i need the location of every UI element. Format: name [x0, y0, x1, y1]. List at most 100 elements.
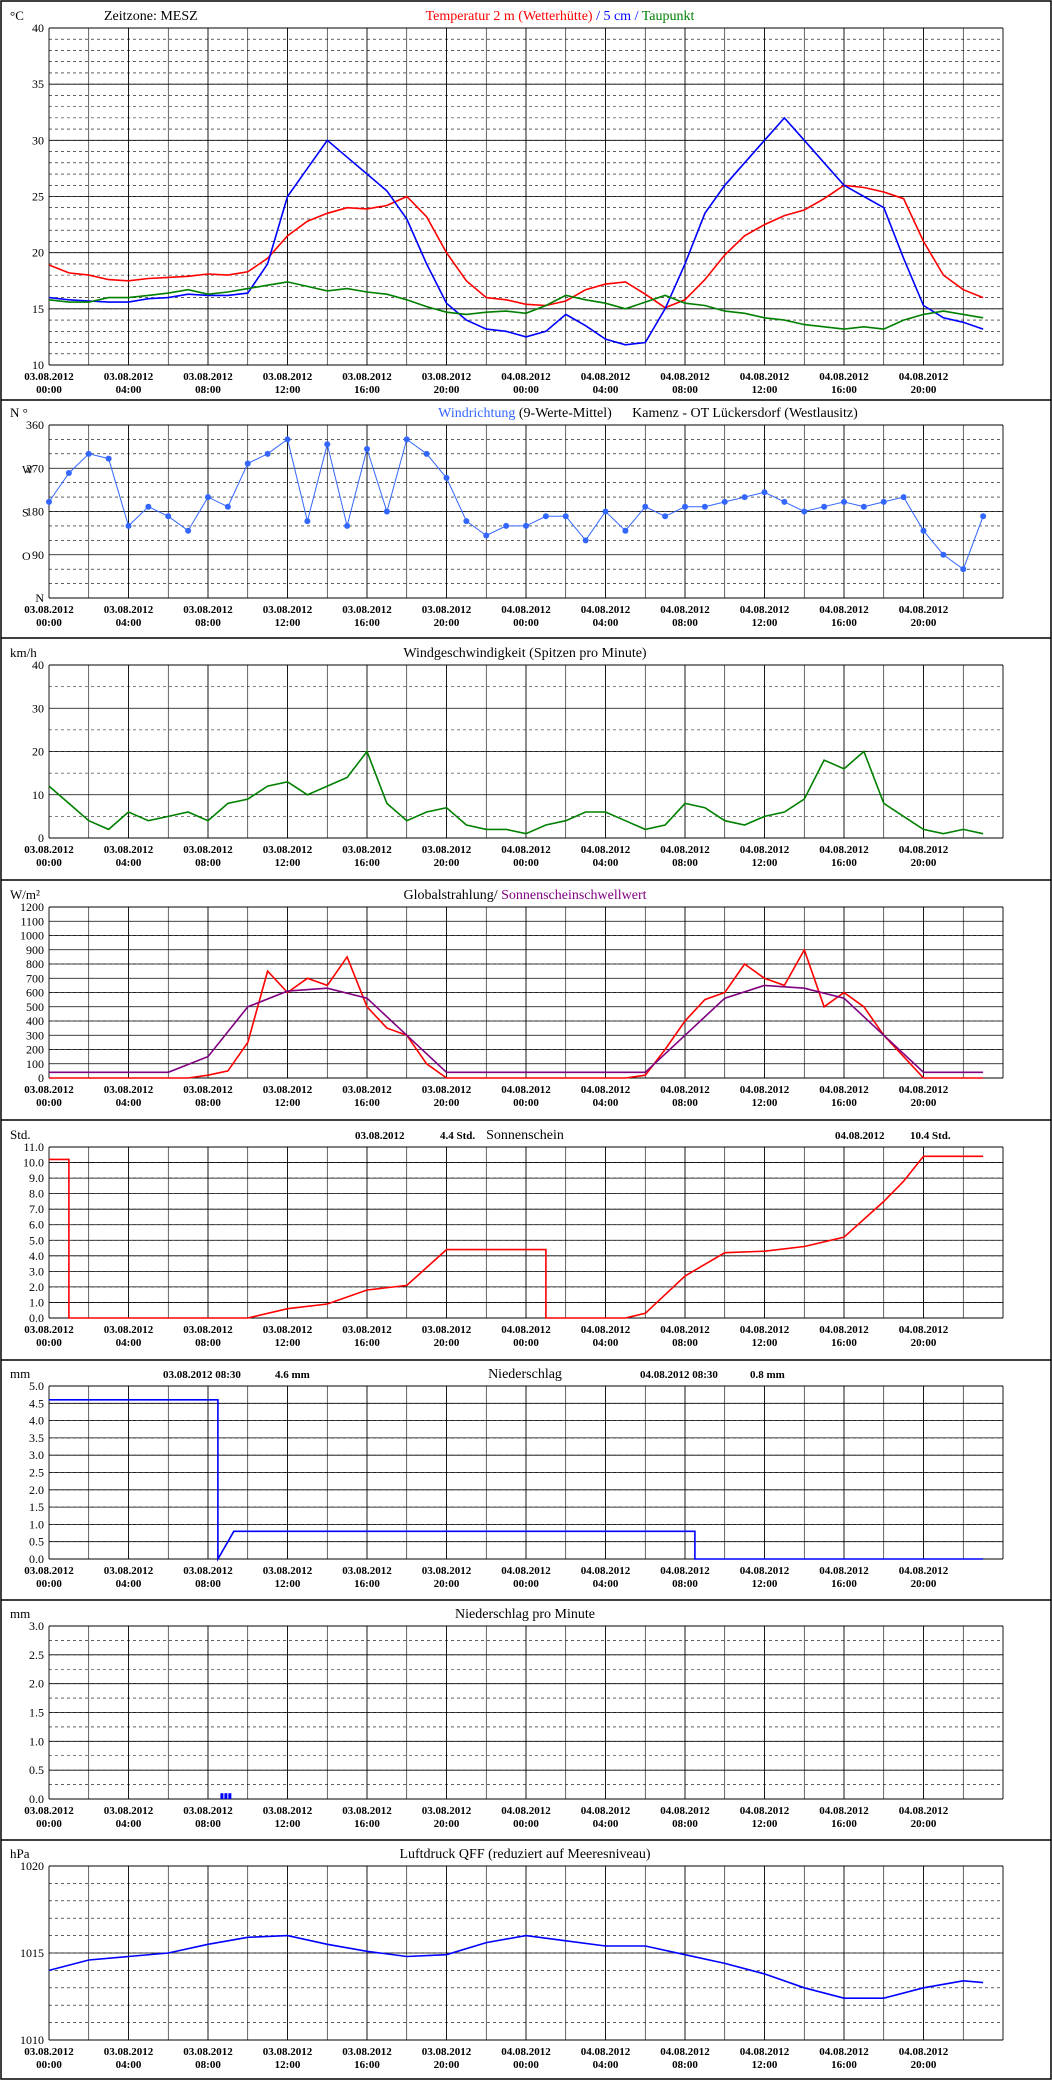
annotation-date: 03.08.2012 — [355, 1130, 405, 1142]
pressure-panel: 10101015102003.08.201200:0003.08.201204:… — [1, 1839, 1051, 2071]
x-tick-time: 08:00 — [672, 1578, 698, 1590]
title-part: / — [593, 9, 604, 24]
title-part: Luftdruck QFF (reduziert auf Meeresnivea… — [399, 1847, 650, 1862]
x-tick-date: 04.08.2012 — [501, 1084, 551, 1096]
unit-label: mm — [10, 1606, 30, 1621]
x-tick-date: 04.08.2012 — [740, 371, 790, 383]
y-tick-label: 4.5 — [29, 1396, 44, 1410]
x-tick-date: 03.08.2012 — [342, 1324, 392, 1336]
x-tick-date: 03.08.2012 — [183, 2046, 233, 2058]
y-tick-label: 8.0 — [29, 1187, 44, 1201]
y-tick-label: 1.5 — [29, 1706, 44, 1720]
y-tick-label: 11.0 — [23, 1140, 44, 1154]
x-tick-date: 04.08.2012 — [819, 1565, 869, 1577]
y-tick-label: 4.0 — [29, 1249, 44, 1263]
y-tick-label: 1010 — [20, 2033, 44, 2047]
x-tick-time: 08:00 — [195, 617, 221, 629]
x-tick-date: 04.08.2012 — [899, 844, 949, 856]
y-tick-label: 1020 — [20, 1859, 44, 1873]
y-tick-label: 3.5 — [29, 1431, 44, 1445]
x-tick-time: 08:00 — [672, 617, 698, 629]
x-tick-time: 12:00 — [275, 857, 301, 869]
chart-title: Globalstrahlung/ Sonnenscheinschwellwert — [403, 888, 646, 903]
y-tick-label: 270 — [26, 461, 44, 475]
y-tick-label: 0.0 — [29, 1792, 44, 1806]
x-tick-date: 04.08.2012 — [660, 1324, 710, 1336]
chart-title: Windgeschwindigkeit (Spitzen pro Minute) — [403, 646, 647, 661]
x-tick-time: 20:00 — [434, 617, 460, 629]
x-tick-time: 20:00 — [911, 1578, 937, 1590]
x-tick-date: 04.08.2012 — [740, 1805, 790, 1817]
x-tick-date: 04.08.2012 — [899, 2046, 949, 2058]
y-tick-label: 5.0 — [29, 1233, 44, 1247]
y-tick-label: 1.5 — [29, 1500, 44, 1514]
annotation-value: 10.4 Std. — [910, 1130, 951, 1142]
x-tick-time: 00:00 — [513, 1578, 539, 1590]
annotation-value: 4.4 Std. — [440, 1130, 475, 1142]
x-tick-time: 00:00 — [36, 1337, 62, 1349]
x-tick-date: 04.08.2012 — [501, 1324, 551, 1336]
annotation-date: 04.08.2012 — [835, 1130, 885, 1142]
x-tick-time: 04:00 — [593, 2059, 619, 2071]
series-line — [48, 749, 984, 835]
x-tick-date: 04.08.2012 — [740, 844, 790, 856]
wind-direction-line — [48, 438, 984, 570]
unit-label: mm — [10, 1366, 30, 1381]
x-tick-date: 04.08.2012 — [740, 2046, 790, 2058]
x-tick-date: 04.08.2012 — [819, 1324, 869, 1336]
x-tick-time: 16:00 — [354, 617, 380, 629]
annotation-value: 4.6 mm — [275, 1369, 310, 1381]
x-tick-date: 04.08.2012 — [581, 1805, 631, 1817]
annotation-date: 03.08.2012 08:30 — [163, 1369, 241, 1381]
x-tick-time: 04:00 — [593, 617, 619, 629]
x-tick-date: 03.08.2012 — [342, 844, 392, 856]
x-tick-time: 12:00 — [275, 1337, 301, 1349]
x-tick-time: 00:00 — [36, 1097, 62, 1109]
x-tick-time: 12:00 — [275, 2059, 301, 2071]
y-tick-label: 0.0 — [29, 1311, 44, 1325]
title-part: Temperatur 2 m (Wetterhütte) — [426, 9, 593, 24]
x-tick-date: 03.08.2012 — [104, 844, 154, 856]
chart-title: Sonnenschein — [486, 1128, 564, 1143]
x-tick-time: 20:00 — [434, 1818, 460, 1830]
chart-title: Windrichtung (9-Werte-Mittel) — [438, 406, 612, 421]
x-tick-date: 03.08.2012 — [263, 1805, 313, 1817]
x-tick-date: 04.08.2012 — [581, 371, 631, 383]
title-part: (9-Werte-Mittel) — [515, 406, 612, 421]
y-tick-label: 40 — [32, 21, 44, 35]
x-tick-time: 04:00 — [593, 1818, 619, 1830]
y-tick-label: 3.0 — [29, 1619, 44, 1633]
x-tick-time: 04:00 — [593, 384, 619, 396]
x-tick-date: 03.08.2012 — [183, 371, 233, 383]
y-tick-label: 0.5 — [29, 1763, 44, 1777]
cardinal-label: W — [22, 462, 34, 476]
x-tick-date: 04.08.2012 — [740, 1324, 790, 1336]
x-tick-date: 04.08.2012 — [581, 2046, 631, 2058]
x-tick-time: 12:00 — [752, 2059, 778, 2071]
title-part: Globalstrahlung/ — [403, 888, 501, 903]
x-tick-time: 20:00 — [434, 857, 460, 869]
x-tick-date: 03.08.2012 — [104, 1565, 154, 1577]
x-tick-date: 03.08.2012 — [104, 1084, 154, 1096]
x-tick-date: 03.08.2012 — [422, 2046, 472, 2058]
title-part: Niederschlag — [488, 1367, 562, 1382]
x-tick-date: 04.08.2012 — [660, 1084, 710, 1096]
x-tick-date: 04.08.2012 — [501, 844, 551, 856]
x-tick-date: 03.08.2012 — [263, 371, 313, 383]
x-tick-time: 12:00 — [752, 1097, 778, 1109]
x-tick-date: 04.08.2012 — [660, 844, 710, 856]
x-tick-time: 20:00 — [911, 2059, 937, 2071]
x-tick-date: 04.08.2012 — [581, 604, 631, 616]
x-tick-date: 03.08.2012 — [24, 1324, 74, 1336]
x-tick-date: 03.08.2012 — [183, 844, 233, 856]
x-tick-time: 00:00 — [36, 2059, 62, 2071]
x-tick-date: 03.08.2012 — [342, 2046, 392, 2058]
x-tick-time: 08:00 — [672, 857, 698, 869]
y-tick-label: 2.0 — [29, 1677, 44, 1691]
radiation-panel: 0100200300400500600700800900100011001200… — [1, 879, 1051, 1109]
x-tick-date: 03.08.2012 — [183, 604, 233, 616]
x-tick-time: 00:00 — [36, 1818, 62, 1830]
x-tick-date: 03.08.2012 — [24, 844, 74, 856]
x-tick-time: 00:00 — [513, 1818, 539, 1830]
x-tick-time: 08:00 — [672, 1097, 698, 1109]
